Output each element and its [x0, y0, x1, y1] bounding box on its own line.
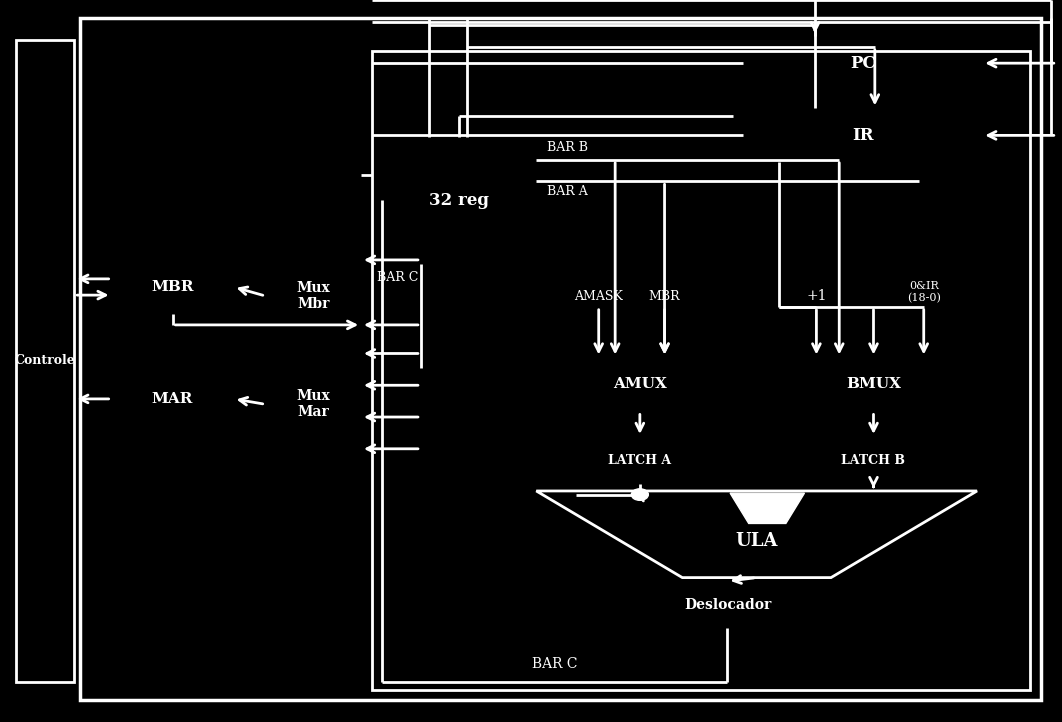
Text: ULA: ULA — [735, 533, 778, 550]
Text: AMUX: AMUX — [613, 378, 667, 391]
Text: MBR: MBR — [151, 280, 194, 294]
FancyBboxPatch shape — [80, 18, 1041, 700]
Text: MAR: MAR — [152, 392, 193, 406]
Text: PC: PC — [850, 55, 876, 71]
FancyBboxPatch shape — [558, 357, 722, 412]
Text: Deslocador: Deslocador — [684, 598, 771, 612]
Text: BAR A: BAR A — [547, 185, 587, 198]
Text: Mux
Mar: Mux Mar — [296, 389, 330, 419]
FancyBboxPatch shape — [621, 581, 834, 628]
Text: 0&IR
(18-0): 0&IR (18-0) — [907, 282, 941, 303]
FancyBboxPatch shape — [372, 51, 1030, 690]
Text: 32 reg: 32 reg — [429, 192, 490, 209]
FancyBboxPatch shape — [266, 325, 361, 484]
Text: BAR C: BAR C — [532, 658, 578, 671]
Text: BAR C: BAR C — [377, 271, 418, 284]
FancyBboxPatch shape — [112, 260, 234, 314]
FancyBboxPatch shape — [266, 224, 361, 368]
Text: Mux
Mbr: Mux Mbr — [296, 281, 330, 311]
FancyBboxPatch shape — [743, 36, 982, 90]
Text: LATCH A: LATCH A — [609, 453, 671, 467]
FancyBboxPatch shape — [558, 437, 722, 484]
Text: Controle: Controle — [15, 355, 75, 367]
Text: IR: IR — [852, 127, 874, 144]
Text: MBR: MBR — [649, 290, 681, 303]
Text: +1: +1 — [806, 290, 826, 303]
FancyBboxPatch shape — [759, 437, 988, 484]
Text: AMASK: AMASK — [575, 290, 623, 303]
Text: LATCH B: LATCH B — [841, 453, 906, 467]
FancyBboxPatch shape — [759, 357, 988, 412]
FancyBboxPatch shape — [743, 108, 982, 162]
Text: BAR B: BAR B — [547, 141, 588, 155]
Text: BMUX: BMUX — [846, 378, 901, 391]
FancyBboxPatch shape — [382, 137, 536, 264]
Circle shape — [631, 489, 648, 500]
FancyBboxPatch shape — [16, 40, 74, 682]
FancyBboxPatch shape — [112, 372, 234, 426]
Polygon shape — [730, 493, 804, 523]
